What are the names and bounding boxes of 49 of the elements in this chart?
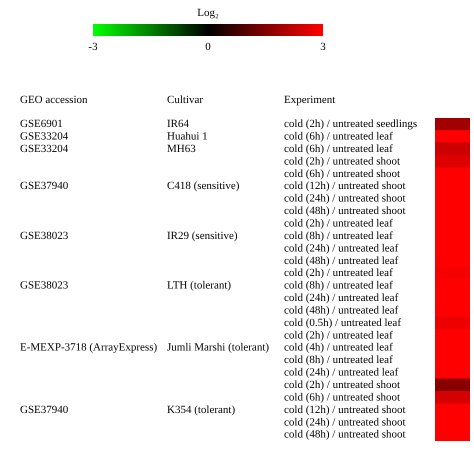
y2-tick-label: MH63 [167, 142, 196, 155]
y-tick-label: cold (6h) / untreated shoot [284, 391, 400, 404]
y2-tick-label: K354 (tolerant) [167, 404, 236, 416]
text: GSE38023 [20, 230, 69, 242]
y2-tick-label: LTH (tolerant) [167, 280, 232, 292]
text: GSE6901 [20, 118, 63, 130]
color-bar-label: 3 [320, 40, 326, 53]
y2-tick-label: Jumli Marshi (tolerant) [167, 342, 270, 354]
y-tick-label: cold (24h) / untreated leaf [284, 292, 399, 304]
y-tick-label: cold (2h) / untreated leaf [284, 267, 394, 280]
y-tick-label: cold (6h) / untreated leaf [284, 142, 394, 155]
y-tick-label: cold (24h) / untreated shoot [284, 416, 406, 428]
y2-tick-label: Huahui 1 [167, 130, 208, 143]
y-tick-label: cold (48h) / untreated shoot [284, 205, 406, 218]
y-tick-label: cold (48h) / untreated leaf [284, 304, 399, 316]
y-tick-label: cold (48h) / untreated leaf [284, 254, 399, 267]
y-tick-label: cold (8h) / untreated leaf [284, 230, 394, 242]
y-tick-label: cold (24h) / untreated leaf [284, 242, 399, 254]
y-tick-label: cold (48h) / untreated shoot [284, 428, 406, 441]
y-tick-label: cold (6h) / untreated shoot [284, 168, 400, 180]
text: Experiment [284, 94, 336, 106]
text: GSE37940 [20, 404, 69, 416]
y-tick-label: cold (0.5h) / untreated leaf [284, 316, 402, 329]
text: GSE38023 [20, 280, 69, 292]
text: GSE33204 [20, 142, 69, 155]
y-tick-label: cold (6h) / untreated leaf [284, 130, 394, 143]
text: GEO accession [20, 94, 88, 106]
text: Cultivar [167, 94, 204, 106]
y-tick-label: cold (8h) / untreated leaf [284, 280, 394, 292]
y-tick-label: cold (24h) / untreated leaf [284, 366, 399, 379]
color-bar-label: 0 [205, 40, 212, 53]
y2-tick-label: IR29 (sensitive) [167, 230, 238, 242]
y2-tick-label: IR64 [167, 118, 190, 130]
text: E-MEXP-3718 (ArrayExpress) [20, 342, 158, 354]
color-bar-title: Log₂ [197, 6, 219, 19]
text: GSE37940 [20, 180, 69, 192]
color-bar-label: -3 [88, 40, 98, 53]
y-tick-label: cold (2h) / untreated seedlings [284, 118, 418, 130]
y-tick-label: cold (2h) / untreated shoot [284, 378, 400, 391]
y-tick-label: cold (12h) / untreated shoot [284, 180, 406, 192]
y-tick-label: cold (12h) / untreated shoot [284, 404, 406, 416]
y-tick-label: cold (2h) / untreated shoot [284, 155, 400, 168]
y-tick-label: cold (2h) / untreated leaf [284, 217, 394, 230]
y-tick-label: cold (2h) / untreated leaf [284, 329, 394, 342]
y-tick-label: cold (4h) / untreated leaf [284, 342, 394, 354]
y-tick-label: cold (24h) / untreated shoot [284, 192, 406, 205]
y-tick-label: cold (8h) / untreated leaf [284, 354, 394, 366]
text: GSE33204 [20, 130, 69, 143]
y2-tick-label: C418 (sensitive) [167, 180, 240, 192]
